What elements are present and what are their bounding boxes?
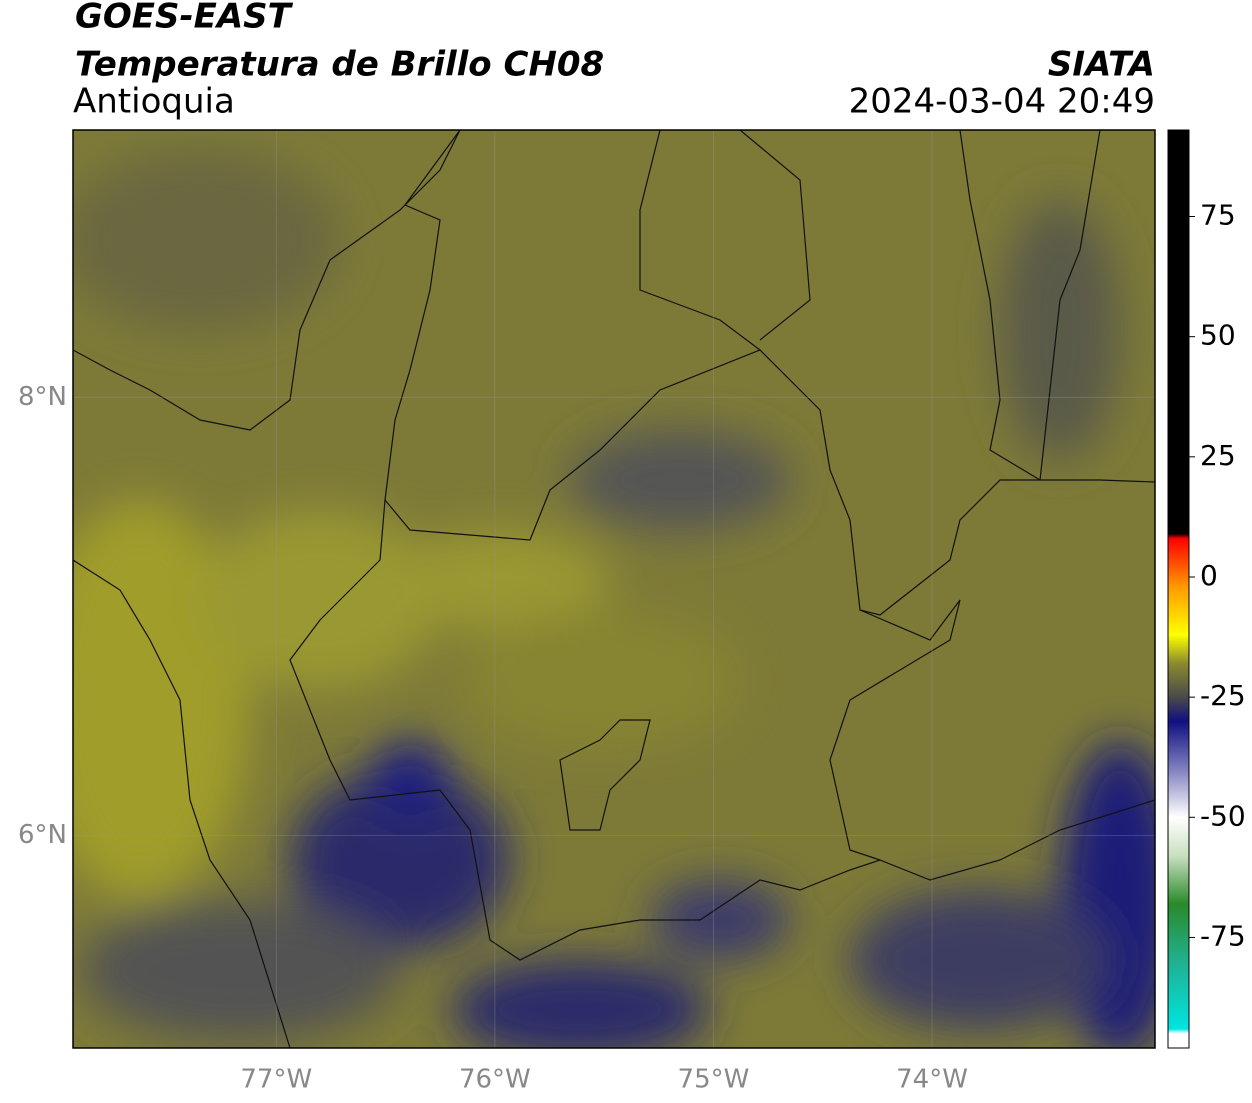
title: GOES-EAST: [75, 0, 294, 37]
x-tick-label: 76°W: [459, 1065, 531, 1095]
grid: [73, 130, 1155, 1048]
x-tick-label: 74°W: [896, 1065, 968, 1095]
colorbar-tick-label: 0: [1200, 559, 1218, 592]
colorbar-tick-label: -50: [1200, 799, 1246, 832]
y-tick-label: 8°N: [18, 382, 67, 412]
colorbar-tick-label: 50: [1200, 319, 1236, 352]
boundary: [959, 130, 1101, 481]
colorbar: 75 50 25 0 -25 -50 -75: [1167, 129, 1246, 1049]
source: SIATA: [1048, 45, 1155, 85]
colorbar-tick-label: -25: [1200, 679, 1246, 712]
x-tick-label: 75°W: [678, 1065, 750, 1095]
boundary: [289, 499, 1155, 961]
colorbar-tick-label: 25: [1200, 439, 1236, 472]
y-tick-label: 6°N: [18, 820, 67, 850]
boundary: [639, 130, 811, 351]
boundary: [829, 599, 961, 861]
colorbar-tick-label: -75: [1200, 919, 1246, 952]
map-frame: [72, 129, 1156, 1049]
colorbar-bar: [1167, 129, 1190, 1049]
boundary: [559, 719, 651, 831]
map-image: [73, 130, 1155, 1048]
region: Antioquia: [73, 82, 235, 122]
subtitle: Temperatura de Brillo CH08: [75, 45, 604, 85]
coastline: [73, 130, 461, 1048]
x-tick-label: 77°W: [240, 1065, 312, 1095]
boundary: [384, 349, 1155, 616]
datetime: 2024-03-04 20:49: [849, 82, 1155, 122]
colorbar-tick-label: 75: [1200, 199, 1236, 232]
